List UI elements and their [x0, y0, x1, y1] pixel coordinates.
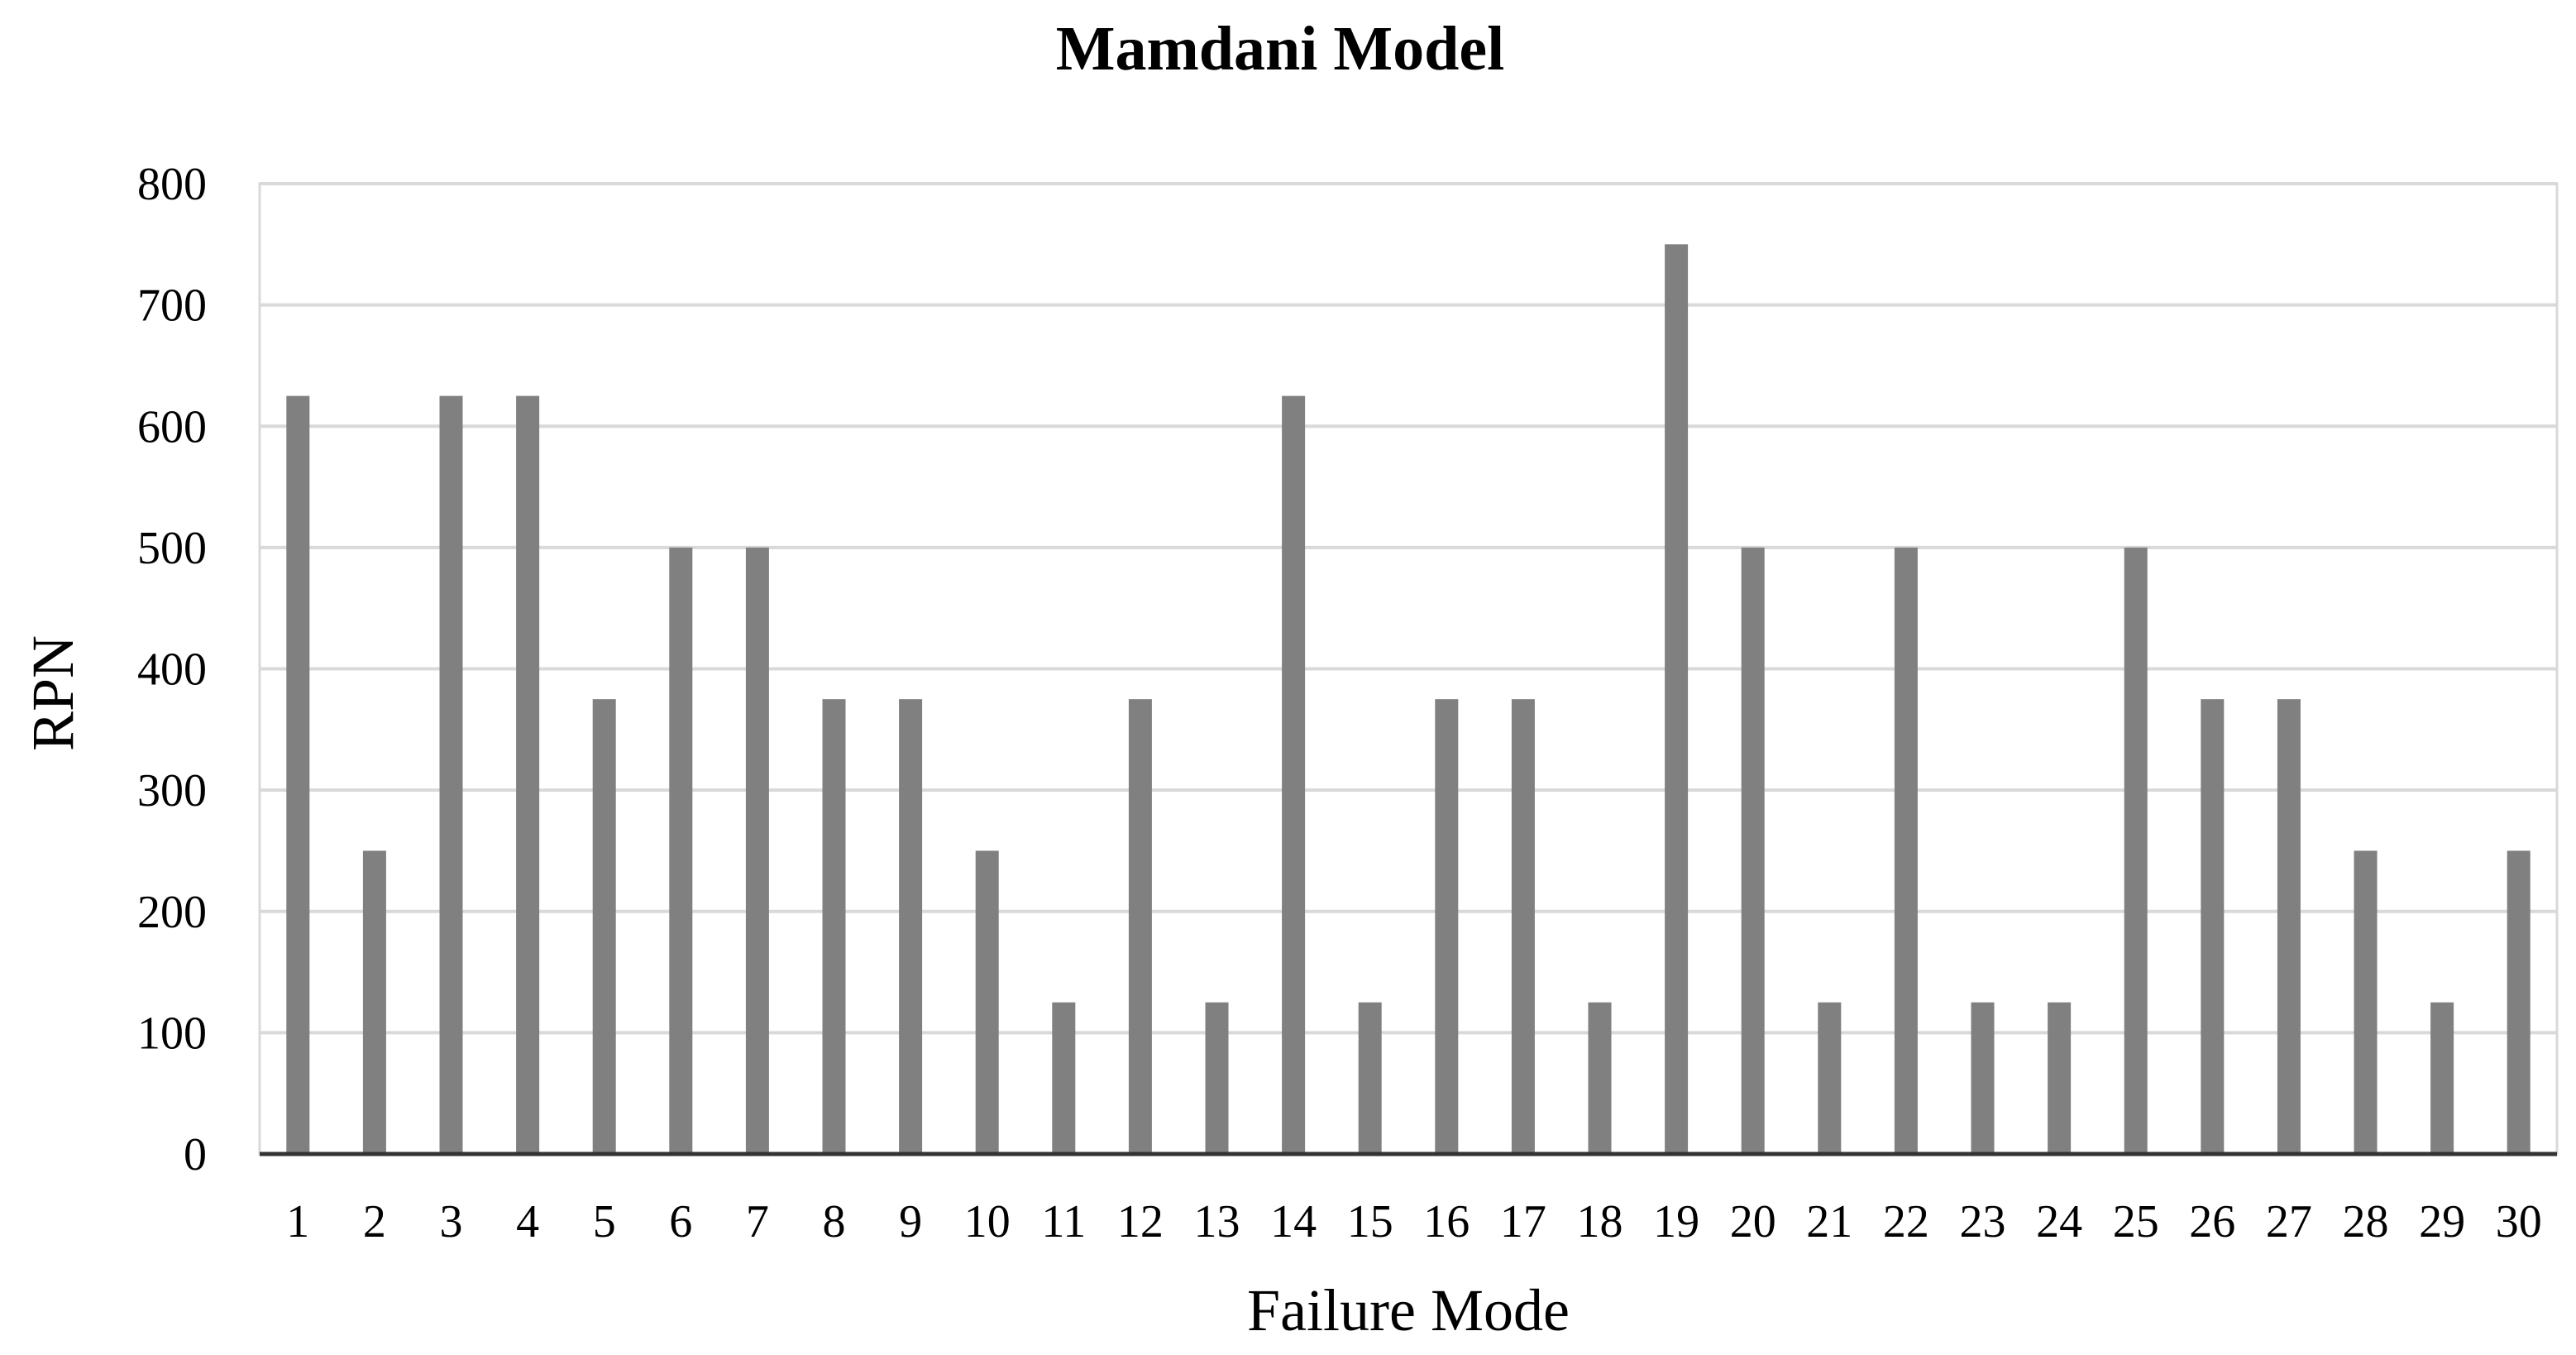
x-tick-label: 20 — [1730, 1196, 1776, 1247]
x-tick-label: 14 — [1270, 1196, 1317, 1247]
bar-1 — [286, 395, 310, 1154]
bar-16 — [1435, 699, 1459, 1154]
y-tick-label: 800 — [137, 159, 207, 210]
gridlines — [260, 182, 2557, 1035]
bar-7 — [745, 547, 769, 1154]
bar-24 — [2048, 1002, 2072, 1154]
bar-6 — [669, 547, 693, 1154]
x-tick-label: 21 — [1806, 1196, 1852, 1247]
bars — [286, 244, 2531, 1154]
x-tick-label: 22 — [1883, 1196, 1929, 1247]
bar-22 — [1894, 547, 1918, 1154]
bar-30 — [2507, 850, 2531, 1154]
bar-18 — [1588, 1002, 1612, 1154]
y-tick-label: 700 — [137, 280, 207, 332]
bar-12 — [1128, 699, 1152, 1154]
bar-20 — [1741, 547, 1765, 1154]
y-axis-ticks: 0 100 200 300 400 500 600 700 800 — [137, 159, 207, 1180]
bar-27 — [2277, 699, 2301, 1154]
x-tick-label: 26 — [2189, 1196, 2235, 1247]
x-tick-label: 11 — [1041, 1196, 1086, 1247]
bar-4 — [516, 395, 540, 1154]
bar-10 — [975, 850, 999, 1154]
x-tick-label: 12 — [1117, 1196, 1164, 1247]
bar-8 — [822, 699, 846, 1154]
x-tick-label: 28 — [2343, 1196, 2389, 1247]
bar-21 — [1818, 1002, 1842, 1154]
x-tick-label: 3 — [440, 1196, 463, 1247]
x-axis-label: Failure Mode — [1247, 1277, 1570, 1343]
x-tick-label: 18 — [1577, 1196, 1623, 1247]
y-tick-label: 300 — [137, 765, 207, 816]
bar-17 — [1511, 699, 1535, 1154]
bar-13 — [1205, 1002, 1229, 1154]
bar-15 — [1358, 1002, 1382, 1154]
bar-25 — [2124, 547, 2148, 1154]
bar-11 — [1052, 1002, 1076, 1154]
bar-2 — [362, 850, 386, 1154]
y-tick-label: 200 — [137, 887, 207, 938]
x-tick-label: 24 — [2036, 1196, 2082, 1247]
bar-14 — [1282, 395, 1306, 1154]
x-tick-label: 8 — [823, 1196, 846, 1247]
x-tick-label: 16 — [1423, 1196, 1470, 1247]
x-tick-label: 7 — [746, 1196, 769, 1247]
x-tick-label: 13 — [1194, 1196, 1240, 1247]
x-tick-label: 1 — [286, 1196, 309, 1247]
x-tick-label: 29 — [2419, 1196, 2465, 1247]
x-tick-label: 15 — [1347, 1196, 1393, 1247]
bar-19 — [1665, 244, 1689, 1154]
bar-3 — [439, 395, 463, 1154]
x-tick-label: 4 — [516, 1196, 539, 1247]
y-tick-label: 600 — [137, 401, 207, 452]
x-tick-label: 25 — [2113, 1196, 2159, 1247]
y-tick-label: 100 — [137, 1008, 207, 1059]
x-tick-label: 2 — [363, 1196, 386, 1247]
x-tick-label: 9 — [899, 1196, 922, 1247]
x-tick-label: 19 — [1653, 1196, 1699, 1247]
x-tick-label: 23 — [1960, 1196, 2006, 1247]
x-tick-label: 17 — [1500, 1196, 1546, 1247]
x-tick-label: 10 — [964, 1196, 1011, 1247]
y-axis-label: RPN — [20, 635, 86, 751]
x-tick-label: 30 — [2496, 1196, 2542, 1247]
bar-5 — [592, 699, 616, 1154]
bar-26 — [2201, 699, 2225, 1154]
chart-title: Mamdani Model — [1056, 14, 1505, 84]
bar-9 — [899, 699, 923, 1154]
y-tick-label: 0 — [184, 1129, 207, 1180]
y-tick-label: 500 — [137, 523, 207, 574]
y-tick-label: 400 — [137, 644, 207, 696]
x-tick-label: 6 — [669, 1196, 692, 1247]
x-axis-ticks: 1 2 3 4 5 6 7 8 9 10 11 12 13 14 15 16 17 18 19 20 21 22 23 24 2… — [286, 1196, 2541, 1247]
x-tick-label: 5 — [593, 1196, 616, 1247]
bar-29 — [2430, 1002, 2454, 1154]
bar-28 — [2354, 850, 2378, 1154]
bar-23 — [1971, 1002, 1995, 1154]
x-tick-label: 27 — [2266, 1196, 2312, 1247]
